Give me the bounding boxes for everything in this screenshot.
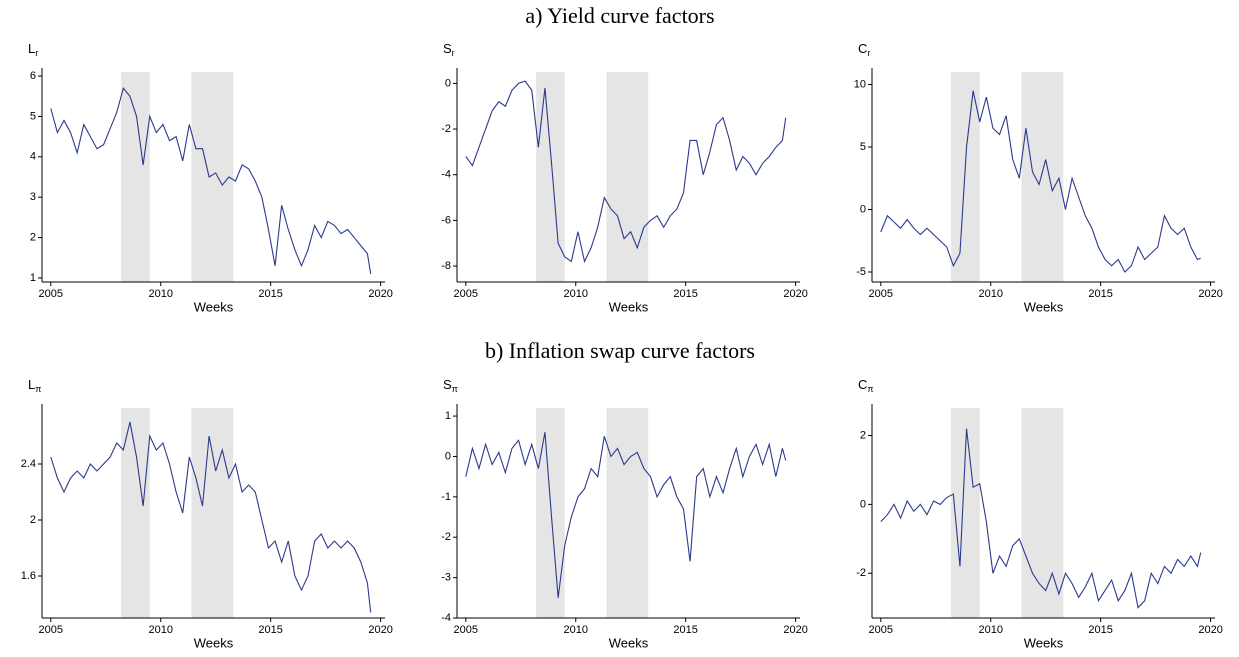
y-tick-label: 4 xyxy=(30,151,36,163)
y-tick-label: 1 xyxy=(445,410,451,422)
shaded-region xyxy=(1021,408,1064,618)
x-tick-label: 2015 xyxy=(1088,288,1112,300)
shaded-region xyxy=(951,72,980,282)
y-tick-label: -4 xyxy=(441,612,451,624)
shaded-region xyxy=(191,408,234,618)
x-tick-label: 2010 xyxy=(563,624,587,636)
y-tick-label: -8 xyxy=(441,260,451,272)
x-tick-label: 2020 xyxy=(783,288,807,300)
x-tick-label: 2020 xyxy=(368,288,392,300)
y-axis-label-sub: r xyxy=(867,48,870,58)
y-axis-label-sub: π xyxy=(452,384,458,394)
x-tick-label: 2020 xyxy=(783,624,807,636)
x-tick-label: 2015 xyxy=(1088,624,1112,636)
x-axis-label: Weeks xyxy=(194,299,234,314)
y-axis-label-main: L xyxy=(28,377,35,392)
y-axis-label: Lr xyxy=(28,41,38,58)
x-tick-label: 2010 xyxy=(978,288,1002,300)
x-tick-label: 2015 xyxy=(673,288,697,300)
y-tick-label: 0 xyxy=(445,450,451,462)
series-line xyxy=(880,90,1201,273)
x-axis-label: Weeks xyxy=(1024,635,1064,650)
x-tick-label: 2015 xyxy=(673,624,697,636)
y-tick-label: 2 xyxy=(30,514,36,526)
series-line xyxy=(465,432,787,598)
x-tick-label: 2020 xyxy=(1198,288,1222,300)
shaded-region xyxy=(606,72,649,282)
x-tick-label: 2015 xyxy=(258,624,282,636)
y-axis-label: Cr xyxy=(858,41,870,58)
y-tick-label: -3 xyxy=(441,572,451,584)
y-tick-label: -1 xyxy=(441,491,451,503)
shaded-region xyxy=(121,72,150,282)
x-tick-label: 2010 xyxy=(148,624,172,636)
y-tick-label: 0 xyxy=(445,77,451,89)
x-axis-label: Weeks xyxy=(194,635,234,650)
shaded-region xyxy=(606,408,649,618)
series-line xyxy=(50,86,372,275)
y-axis-label-sub: π xyxy=(35,384,41,394)
series-line xyxy=(50,421,372,613)
shaded-region xyxy=(1021,72,1064,282)
y-tick-label: -2 xyxy=(441,531,451,543)
y-tick-label: 2.4 xyxy=(21,458,36,470)
y-tick-label: -2 xyxy=(441,123,451,135)
y-tick-label: 2 xyxy=(30,231,36,243)
y-axis-label: Cπ xyxy=(858,377,874,394)
y-tick-label: 2 xyxy=(860,429,866,441)
x-tick-label: 2010 xyxy=(148,288,172,300)
x-tick-label: 2020 xyxy=(368,624,392,636)
x-tick-label: 2005 xyxy=(869,624,893,636)
x-axis-label: Weeks xyxy=(609,635,649,650)
x-axis-label: Weeks xyxy=(609,299,649,314)
y-axis-label-main: L xyxy=(28,41,35,56)
x-tick-label: 2020 xyxy=(1198,624,1222,636)
x-tick-label: 2005 xyxy=(39,624,63,636)
y-axis-label: Lπ xyxy=(28,377,41,394)
x-tick-label: 2005 xyxy=(454,624,478,636)
x-tick-label: 2015 xyxy=(258,288,282,300)
y-axis-label-sub: π xyxy=(867,384,873,394)
y-axis-label: Sπ xyxy=(443,377,458,394)
y-axis-label-main: S xyxy=(443,41,452,56)
x-tick-label: 2005 xyxy=(39,288,63,300)
y-tick-label: 0 xyxy=(860,203,866,215)
shaded-region xyxy=(536,72,565,282)
y-tick-label: -5 xyxy=(856,266,866,278)
y-axis-label-main: S xyxy=(443,377,452,392)
y-tick-label: 3 xyxy=(30,191,36,203)
shaded-region xyxy=(191,72,234,282)
section-title: a) Yield curve factors xyxy=(525,3,714,28)
y-axis-label-sub: r xyxy=(35,48,38,58)
y-tick-label: 5 xyxy=(860,141,866,153)
x-axis-label: Weeks xyxy=(1024,299,1064,314)
y-tick-label: 1.6 xyxy=(21,570,36,582)
y-tick-label: 5 xyxy=(30,110,36,122)
y-axis-label: Sr xyxy=(443,41,455,58)
y-axis-label-main: C xyxy=(858,41,867,56)
series-line xyxy=(880,428,1202,609)
y-tick-label: -4 xyxy=(441,169,451,181)
x-tick-label: 2010 xyxy=(978,624,1002,636)
shaded-region xyxy=(121,408,150,618)
series-line xyxy=(465,80,787,264)
y-tick-label: -6 xyxy=(441,214,451,226)
x-tick-label: 2005 xyxy=(454,288,478,300)
y-tick-label: 10 xyxy=(854,78,866,90)
y-tick-label: 6 xyxy=(30,70,36,82)
shaded-region xyxy=(536,408,565,618)
y-tick-label: 1 xyxy=(30,272,36,284)
y-axis-label-sub: r xyxy=(452,48,455,58)
x-tick-label: 2010 xyxy=(563,288,587,300)
x-tick-label: 2005 xyxy=(869,288,893,300)
section-title: b) Inflation swap curve factors xyxy=(485,338,755,363)
y-tick-label: -2 xyxy=(856,567,866,579)
y-tick-label: 0 xyxy=(860,498,866,510)
y-axis-label-main: C xyxy=(858,377,867,392)
